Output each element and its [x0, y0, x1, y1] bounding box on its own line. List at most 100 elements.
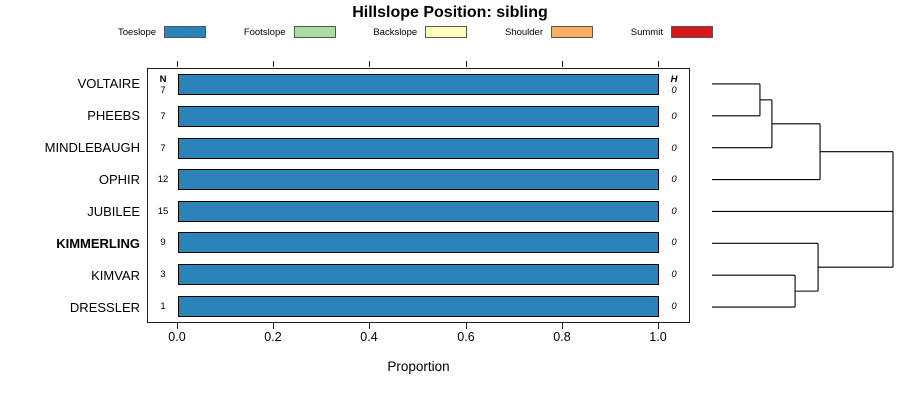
legend: Toeslope Footslope Backslope Shoulder Su… [118, 26, 713, 38]
x-axis-tick [273, 323, 275, 329]
x-axis-tick [562, 61, 564, 67]
h-value: 0 [671, 142, 677, 154]
x-axis-tick [562, 323, 564, 329]
legend-item-backslope: Backslope [373, 26, 468, 38]
x-axis-tick [466, 61, 468, 67]
legend-label: Summit [630, 26, 663, 38]
bar-segment-toeslope [178, 232, 659, 254]
x-axis-tick [466, 323, 468, 329]
h-cell: 0 [659, 111, 689, 122]
dendrogram [712, 83, 894, 308]
x-axis-tick-label: 0.4 [360, 330, 378, 344]
x-axis-tick-label: 0.2 [264, 330, 282, 344]
x-axis-tick [177, 61, 179, 67]
bar-segment-toeslope [178, 200, 659, 222]
row-label-ophir: OPHIR [98, 172, 140, 188]
h-cell: 0 [659, 206, 689, 217]
bar-pheebs [178, 105, 659, 127]
legend-swatch-shoulder [550, 26, 593, 38]
chart-title: Hillslope Position: sibling [352, 4, 548, 21]
legend-swatch-backslope [425, 26, 468, 38]
n-cell: 1 [148, 301, 178, 312]
bar-segment-toeslope [178, 264, 659, 286]
h-cell: H 0 [659, 74, 689, 96]
h-value: 0 [671, 300, 677, 312]
h-cell: 0 [659, 269, 689, 280]
bar-row: 9 0 [148, 227, 689, 259]
x-axis-tick [369, 61, 371, 67]
bar-ophir [178, 169, 659, 191]
bar-segment-toeslope [178, 105, 659, 127]
bar-row: 15 0 [148, 196, 689, 228]
n-cell: 12 [148, 174, 178, 185]
bar-segment-toeslope [178, 169, 659, 191]
n-column-header: N [159, 73, 167, 85]
row-label-jubilee: JUBILEE [87, 203, 140, 219]
bar-segment-toeslope [178, 295, 659, 317]
row-label-dressler: DRESSLER [69, 299, 140, 315]
bar-segment-toeslope [178, 137, 659, 159]
n-value: 1 [160, 300, 166, 312]
row-label-voltaire: VOLTAIRE [77, 76, 140, 92]
n-cell: 9 [148, 237, 178, 248]
bar-row: 7 0 [148, 132, 689, 164]
h-value: 0 [671, 237, 677, 249]
n-value: 7 [160, 84, 166, 96]
bar-jubilee [178, 200, 659, 222]
h-value: 0 [671, 110, 677, 122]
n-cell: 7 [148, 111, 178, 122]
n-value: 7 [160, 110, 166, 122]
bar-row: N 7 H 0 [148, 69, 689, 101]
legend-label: Toeslope [118, 26, 157, 38]
bar-dressler [178, 295, 659, 317]
bar-segment-toeslope [178, 74, 659, 96]
x-axis-tick [177, 323, 179, 329]
h-value: 0 [671, 205, 677, 217]
legend-item-summit: Summit [631, 26, 713, 38]
legend-swatch-toeslope [164, 26, 207, 38]
plot-area: N 7 H 0 7 0 7 0 12 0 15 0 [147, 68, 690, 323]
legend-label: Shoulder [504, 26, 543, 38]
x-axis-tick-label: 0.6 [457, 330, 475, 344]
n-cell: 3 [148, 269, 178, 280]
bar-row: 12 0 [148, 164, 689, 196]
category-labels: VOLTAIRE PHEEBS MINDLEBAUGH OPHIR JUBILE… [0, 68, 140, 323]
row-label-kimvar: KIMVAR [91, 267, 140, 283]
n-value: 12 [157, 174, 169, 186]
x-axis-tick-label: 0.0 [168, 330, 186, 344]
n-cell: N 7 [148, 74, 178, 96]
legend-label: Footslope [243, 26, 286, 38]
h-cell: 0 [659, 143, 689, 154]
h-cell: 0 [659, 174, 689, 185]
h-value: 0 [671, 84, 677, 96]
x-axis-tick [369, 323, 371, 329]
x-axis-title: Proportion [387, 359, 450, 374]
h-cell: 0 [659, 237, 689, 248]
legend-item-shoulder: Shoulder [505, 26, 593, 38]
x-axis-tick [658, 323, 660, 329]
row-label-kimmerling: KIMMERLING [56, 235, 140, 251]
bar-voltaire [178, 74, 659, 96]
n-value: 7 [160, 142, 166, 154]
bar-row: 7 0 [148, 101, 689, 133]
n-value: 9 [160, 237, 166, 249]
bar-kimmerling [178, 232, 659, 254]
n-cell: 15 [148, 206, 178, 217]
n-value: 3 [160, 269, 166, 281]
x-axis-tick [273, 61, 275, 67]
h-column-header: H [670, 73, 678, 85]
legend-label: Backslope [373, 26, 418, 38]
n-cell: 7 [148, 143, 178, 154]
h-cell: 0 [659, 301, 689, 312]
bar-mindlebaugh [178, 137, 659, 159]
bar-kimvar [178, 264, 659, 286]
row-label-mindlebaugh: MINDLEBAUGH [44, 140, 140, 156]
legend-swatch-footslope [293, 26, 336, 38]
row-label-pheebs: PHEEBS [87, 108, 140, 124]
h-value: 0 [671, 174, 677, 186]
x-axis-tick [658, 61, 660, 67]
legend-swatch-summit [670, 26, 713, 38]
bar-row: 1 0 [148, 290, 689, 322]
bar-row: 3 0 [148, 259, 689, 291]
